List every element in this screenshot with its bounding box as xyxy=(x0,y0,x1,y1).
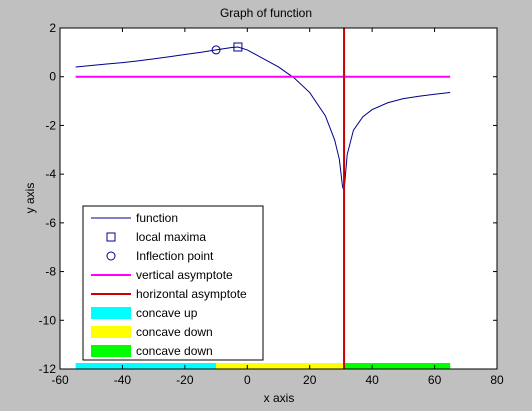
y-tick-label: -2 xyxy=(45,118,56,132)
x-axis-label: x axis xyxy=(264,391,295,405)
region-bar-2 xyxy=(344,363,451,369)
x-tick-label: 40 xyxy=(365,373,379,387)
legend-label-concave-up: concave up xyxy=(136,306,198,320)
y-tick-label: -10 xyxy=(39,313,57,327)
region-bar-0 xyxy=(75,363,217,369)
series-line-function xyxy=(75,46,451,192)
legend: function local maxima Inflection point vert… xyxy=(82,205,264,361)
legend-label-function: function xyxy=(136,211,178,225)
x-tick-label: 20 xyxy=(303,373,317,387)
marker-inflection-point xyxy=(211,45,221,55)
x-tick-label: 60 xyxy=(428,373,442,387)
legend-label-local-maxima: local maxima xyxy=(136,230,206,244)
marker-local-maxima xyxy=(233,42,243,52)
legend-label-vertical-asymptote: vertical asymptote xyxy=(136,268,233,282)
series-layer xyxy=(75,28,451,369)
legend-label-horizontal-asymptote: horizontal asymptote xyxy=(136,287,247,301)
y-tick-label: -6 xyxy=(45,216,56,230)
concavity-regions xyxy=(75,363,451,369)
x-tick-label: 0 xyxy=(244,373,251,387)
chart-title: Graph of function xyxy=(220,6,312,20)
legend-label-concave-down: concave down xyxy=(136,344,213,358)
legend-swatch-concave-down xyxy=(91,326,131,338)
y-tick-label: 0 xyxy=(49,70,56,84)
y-tick-label: -8 xyxy=(45,265,56,279)
legend-swatch-concave-down xyxy=(91,345,131,357)
x-tick-label: 80 xyxy=(490,373,504,387)
x-tick-label: -20 xyxy=(176,373,194,387)
legend-swatch-inflection-point xyxy=(106,251,116,261)
legend-label-inflection-point: Inflection point xyxy=(136,249,214,263)
y-tick-label: -4 xyxy=(45,167,56,181)
legend-swatch-concave-up xyxy=(91,307,131,319)
axis-ticks: -60 -40 -20 0 20 40 60 80-12-10-8-6-4-202 xyxy=(39,21,504,387)
plot-border xyxy=(59,27,498,370)
y-tick-label: -12 xyxy=(39,362,57,376)
y-axis-label: y axis xyxy=(23,183,37,214)
x-tick-label: -60 xyxy=(51,373,69,387)
region-bar-1 xyxy=(216,363,345,369)
legend-label-concave-down: concave down xyxy=(136,325,213,339)
x-tick-label: -40 xyxy=(114,373,132,387)
legend-swatch-local-maxima xyxy=(106,232,116,242)
y-tick-label: 2 xyxy=(49,21,56,35)
